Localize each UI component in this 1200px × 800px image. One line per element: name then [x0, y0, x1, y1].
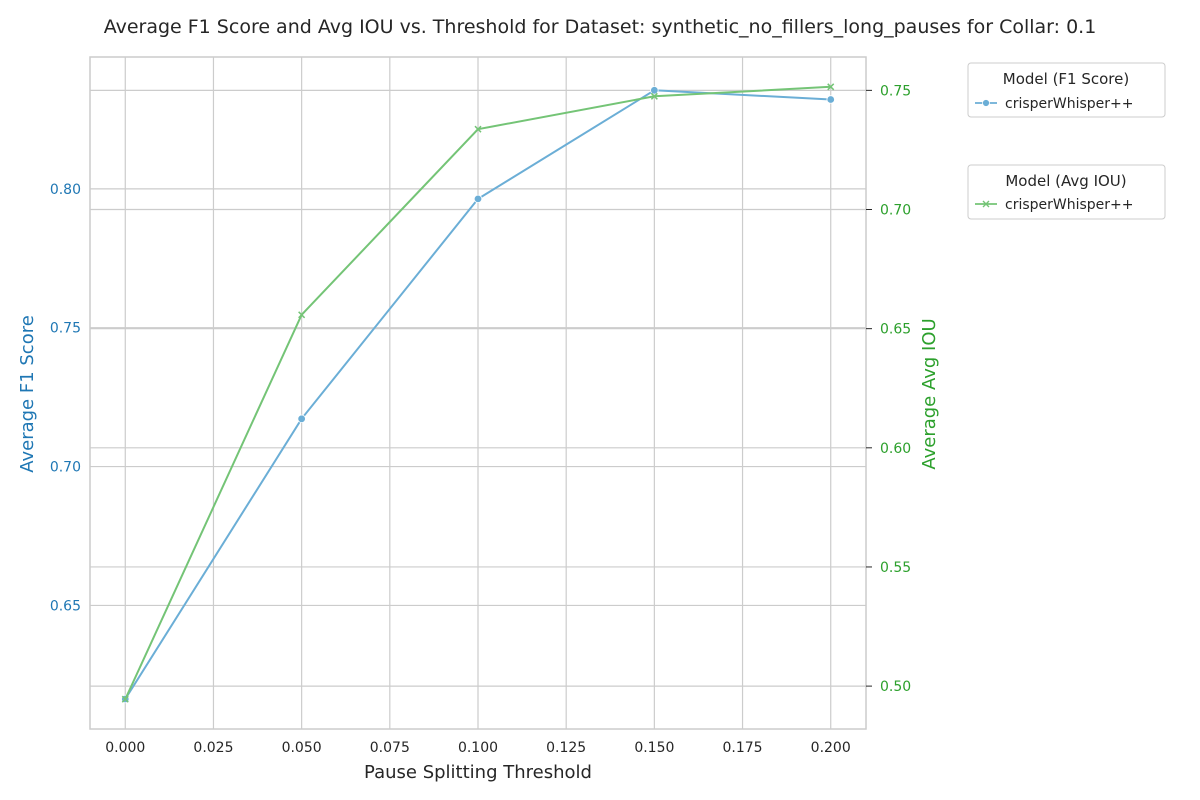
legend-iou-entry: crisperWhisper++ — [1005, 197, 1134, 213]
legend-f1: Model (F1 Score) crisperWhisper++ — [967, 62, 1166, 118]
y-tick-label-right: 0.70 — [880, 203, 911, 219]
legend-iou-box — [967, 164, 1166, 220]
data-point-f1 — [297, 414, 306, 424]
x-tick-label: 0.000 — [105, 740, 145, 756]
y-tick-label-left: 0.80 — [50, 182, 81, 198]
y-tick-label-right: 0.75 — [880, 83, 911, 99]
chart-title: Average F1 Score and Avg IOU vs. Thresho… — [104, 16, 1097, 38]
data-point-iou — [121, 695, 129, 703]
data-point-iou — [474, 125, 482, 133]
x-axis-label: Pause Splitting Threshold — [364, 762, 592, 783]
y-tick-label-right: 0.50 — [880, 679, 911, 695]
y-axis-label-right: Average Avg IOU — [919, 318, 940, 469]
x-tick-label: 0.150 — [634, 740, 674, 756]
grid — [90, 57, 866, 729]
y-tick-label-left: 0.70 — [50, 460, 81, 476]
y-axis-label-left: Average F1 Score — [17, 315, 38, 473]
x-tick-label: 0.050 — [282, 740, 322, 756]
data-point-f1 — [473, 194, 483, 204]
plot-frame — [89, 56, 867, 730]
x-tick-label: 0.175 — [722, 740, 762, 756]
data-point-iou — [650, 92, 658, 100]
y-tick-label-right: 0.60 — [880, 441, 911, 457]
x-tick-label: 0.100 — [458, 740, 498, 756]
y-tick-label-right: 0.65 — [880, 322, 911, 338]
legend-f1-entry: crisperWhisper++ — [1005, 96, 1134, 112]
x-tick-label: 0.075 — [370, 740, 410, 756]
y-tick-label-left: 0.75 — [50, 321, 81, 337]
legend-f1-title: Model (F1 Score) — [1003, 70, 1129, 88]
series-layer — [121, 83, 835, 704]
x-ticks: 0.000 0.025 0.050 0.075 0.100 0.125 0.150 0.175… — [105, 740, 851, 756]
x-tick-label: 0.125 — [546, 740, 586, 756]
legend-f1-box — [967, 62, 1166, 118]
x-tick-label: 0.025 — [193, 740, 233, 756]
data-point-iou — [827, 83, 835, 91]
y-ticks-left: 0.65 0.70 0.75 0.80 — [50, 182, 81, 615]
x-tick-label: 0.200 — [811, 740, 851, 756]
y-tick-label-left: 0.65 — [50, 598, 81, 614]
legend-iou: Model (Avg IOU) crisperWhisper++ — [967, 164, 1166, 220]
y-tick-label-right: 0.55 — [880, 560, 911, 576]
y-ticks-right: 0.50 0.55 0.60 0.65 0.70 0.75 — [866, 83, 911, 695]
data-point-iou — [298, 311, 306, 319]
legend-iou-title: Model (Avg IOU) — [1005, 172, 1126, 190]
data-point-f1 — [826, 95, 835, 104]
legend-f1-swatch-marker — [982, 99, 990, 107]
legend-iou-swatch-marker — [982, 200, 990, 208]
data-point-f1 — [650, 86, 659, 95]
